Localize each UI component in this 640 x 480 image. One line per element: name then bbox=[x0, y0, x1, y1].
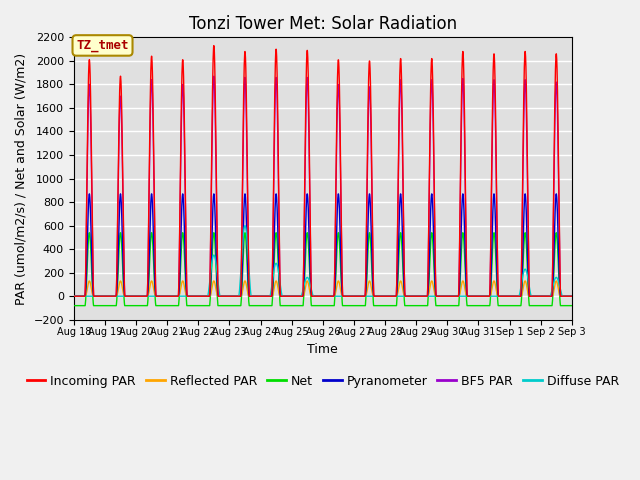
Title: Tonzi Tower Met: Solar Radiation: Tonzi Tower Met: Solar Radiation bbox=[189, 15, 457, 33]
Text: TZ_tmet: TZ_tmet bbox=[76, 39, 129, 52]
Y-axis label: PAR (umol/m2/s) / Net and Solar (W/m2): PAR (umol/m2/s) / Net and Solar (W/m2) bbox=[15, 52, 28, 305]
Legend: Incoming PAR, Reflected PAR, Net, Pyranometer, BF5 PAR, Diffuse PAR: Incoming PAR, Reflected PAR, Net, Pyrano… bbox=[22, 370, 624, 393]
X-axis label: Time: Time bbox=[307, 343, 338, 356]
